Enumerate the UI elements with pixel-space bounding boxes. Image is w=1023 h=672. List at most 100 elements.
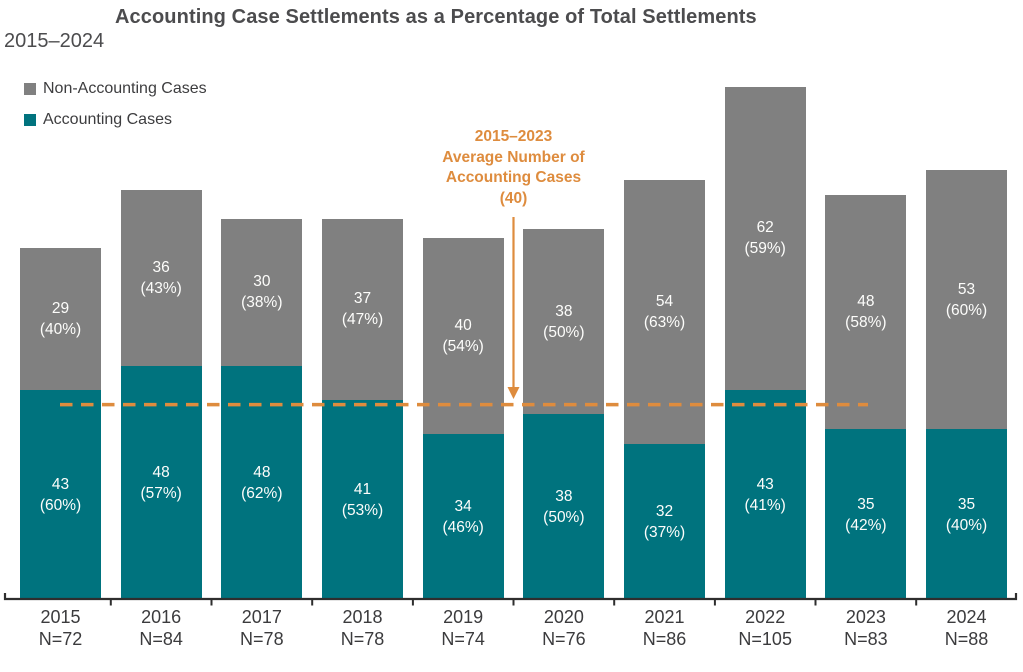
- bar-segment-accounting-2016: 48 (57%): [120, 365, 202, 600]
- x-axis-year: 2018: [342, 607, 383, 627]
- chart-subtitle: 2015–2024: [4, 30, 105, 52]
- bar-value-label: 43: [51, 475, 70, 493]
- bar-percent-label: (54%): [442, 338, 484, 356]
- x-axis-n-count: N=78: [340, 629, 385, 649]
- annotation-arrowhead-icon: [507, 387, 520, 399]
- x-axis-n-count: N=78: [240, 629, 284, 649]
- bar-percent-label: (37%): [643, 523, 686, 541]
- bar-value-label: 35: [957, 495, 976, 513]
- bar-value-label: 41: [353, 480, 372, 498]
- bar-segment-non-accounting-2017: 30 (38%): [221, 218, 303, 366]
- average-annotation-line: Accounting Cases: [445, 169, 582, 186]
- legend-item-non-accounting: Non-Accounting Cases: [24, 80, 207, 98]
- x-axis-label-2018: 2018 N=78: [322, 606, 403, 650]
- x-axis-year: 2024: [946, 607, 987, 627]
- x-axis-label-2024: 2024 N=88: [926, 606, 1007, 650]
- bar-segment-accounting-2021: 32 (37%): [624, 443, 706, 600]
- x-axis-year: 2017: [241, 607, 282, 627]
- bar-percent-label: (50%): [543, 323, 585, 341]
- x-axis-year: 2021: [644, 607, 685, 627]
- bar-value-label: 53: [957, 280, 976, 298]
- bar-percent-label: (60%): [39, 496, 82, 514]
- bar-value-label: 54: [655, 292, 674, 310]
- bar-segment-non-accounting-2018: 37 (47%): [322, 218, 403, 400]
- bar-percent-label: (40%): [945, 516, 988, 534]
- x-axis-label-2015: 2015 N=72: [20, 606, 101, 650]
- x-axis-year: 2016: [141, 607, 182, 627]
- x-axis-year: 2020: [543, 607, 584, 627]
- chart-title: Accounting Case Settlements as a Percent…: [115, 6, 757, 28]
- x-axis-n-count: N=76: [542, 629, 586, 649]
- bar-value-label: 29: [51, 300, 70, 318]
- bar-segment-non-accounting-2023: 48 (58%): [825, 194, 907, 429]
- bar-percent-label: (42%): [845, 516, 887, 534]
- bar-segment-accounting-2018: 41 (53%): [322, 399, 403, 600]
- bar-percent-label: (50%): [543, 509, 585, 527]
- x-axis-label-2021: 2021 N=86: [624, 606, 705, 650]
- bar-segment-accounting-2023: 35 (42%): [825, 429, 907, 600]
- bar-value-label: 36: [152, 258, 170, 276]
- bar-value-label: 48: [857, 292, 875, 310]
- bar-percent-label: (53%): [341, 501, 384, 519]
- x-axis-label-2023: 2023 N=83: [825, 606, 906, 650]
- bar-percent-label: (59%): [744, 240, 786, 258]
- x-axis-n-count: N=83: [844, 629, 888, 649]
- x-axis-n-count: N=84: [139, 629, 183, 649]
- bar-percent-label: (63%): [643, 313, 686, 331]
- bar-percent-label: (47%): [341, 311, 384, 329]
- bar-value-label: 34: [454, 497, 472, 515]
- bar-segment-accounting-2019: 34 (46%): [422, 433, 504, 600]
- legend: Non-Accounting Cases Accounting Cases: [24, 80, 207, 142]
- bar-percent-label: (62%): [241, 484, 283, 502]
- x-axis-n-count: N=86: [642, 629, 687, 649]
- bar-segment-non-accounting-2020: 38 (50%): [523, 228, 605, 415]
- bar-segment-non-accounting-2015: 29 (40%): [20, 248, 101, 390]
- x-axis-label-2020: 2020 N=76: [523, 606, 604, 650]
- bar-percent-label: (40%): [39, 321, 82, 339]
- bar-value-label: 48: [253, 463, 271, 481]
- x-axis-n-count: N=72: [38, 629, 83, 649]
- bar-value-label: 62: [756, 219, 774, 237]
- x-axis-label-2022: 2022 N=105: [725, 606, 806, 650]
- x-axis-year: 2022: [745, 607, 786, 627]
- x-axis-n-count: N=74: [441, 629, 485, 649]
- legend-label-accounting: Accounting Cases: [43, 111, 172, 128]
- bar-percent-label: (57%): [140, 484, 182, 502]
- bar-segment-non-accounting-2016: 36 (43%): [120, 189, 202, 366]
- average-annotation-line: 2015–2023: [474, 128, 553, 145]
- bar-segment-accounting-2015: 43 (60%): [20, 389, 101, 600]
- x-axis-year: 2019: [443, 607, 484, 627]
- x-axis-n-count: N=105: [738, 629, 792, 649]
- bar-value-label: 48: [152, 463, 170, 481]
- bar-value-label: 35: [857, 495, 875, 513]
- bar-value-label: 32: [655, 502, 674, 520]
- x-axis-year: 2023: [845, 607, 886, 627]
- bar-percent-label: (38%): [241, 294, 283, 312]
- x-axis-label-2017: 2017 N=78: [221, 606, 302, 650]
- average-annotation: 2015–2023 Average Number of Accounting C…: [411, 127, 616, 209]
- average-annotation-line: (40): [499, 189, 528, 207]
- bar-value-label: 40: [454, 317, 472, 335]
- bar-segment-accounting-2017: 48 (62%): [221, 365, 303, 600]
- bar-percent-label: (58%): [845, 313, 887, 331]
- x-axis-label-2016: 2016 N=84: [121, 606, 202, 650]
- legend-swatch-non-accounting: [24, 83, 36, 95]
- bar-percent-label: (46%): [442, 518, 484, 536]
- bar-segment-accounting-2020: 38 (50%): [523, 414, 605, 600]
- bar-value-label: 43: [756, 475, 774, 493]
- bar-percent-label: (43%): [140, 279, 182, 297]
- bar-value-label: 38: [555, 488, 573, 506]
- x-axis-label-2019: 2019 N=74: [423, 606, 504, 650]
- bar-value-label: 30: [253, 273, 271, 291]
- bar-segment-non-accounting-2022: 62 (59%): [724, 87, 806, 390]
- x-axis-year: 2015: [40, 607, 81, 627]
- bar-segment-non-accounting-2019: 40 (54%): [422, 238, 504, 434]
- bar-segment-accounting-2024: 35 (40%): [926, 429, 1008, 600]
- bar-segment-non-accounting-2021: 54 (63%): [624, 179, 706, 444]
- bar-segment-accounting-2022: 43 (41%): [724, 389, 806, 600]
- bar-value-label: 37: [353, 290, 372, 308]
- average-annotation-line: Average Number of: [442, 148, 585, 166]
- bar-percent-label: (41%): [744, 496, 786, 514]
- legend-swatch-accounting: [24, 114, 36, 126]
